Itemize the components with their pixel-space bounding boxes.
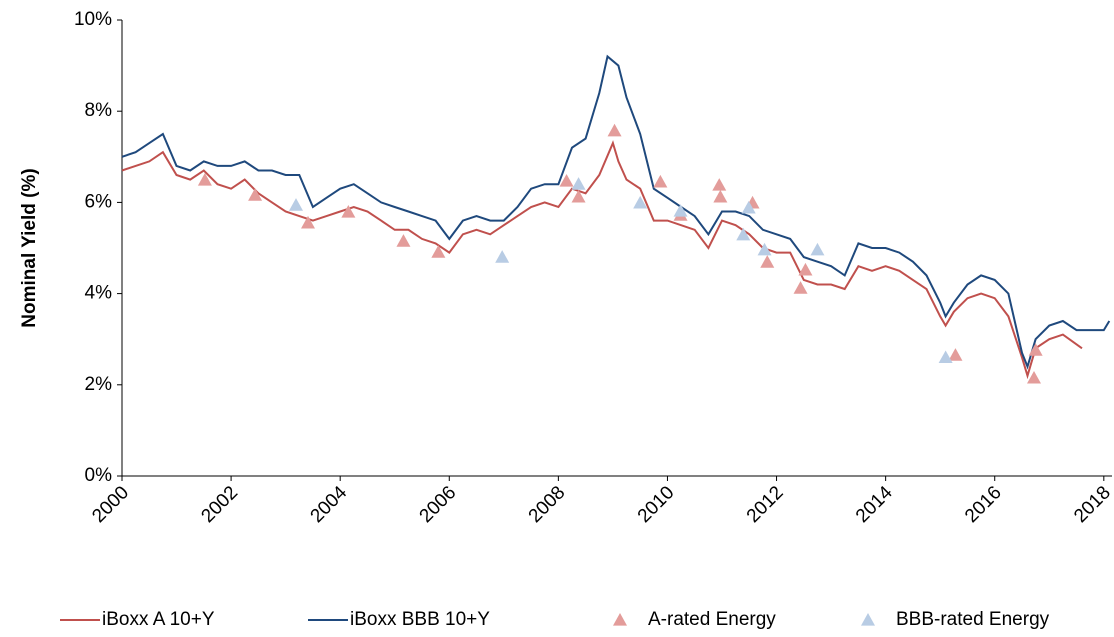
scatter-point [653,174,668,188]
scatter-point [571,189,586,203]
scatter-point [495,250,510,263]
x-tick-label: 2014 [852,482,897,527]
x-tick-label: 2002 [197,482,242,527]
y-axis-title: Nominal Yield (%) [19,168,40,327]
legend-swatch [861,613,875,626]
scatter-point [1028,343,1043,356]
x-tick-label: 2004 [307,482,352,527]
scatter-point [938,350,953,364]
scatter-point [248,188,263,201]
y-tick-label: 6% [85,191,113,212]
y-tick-label: 0% [85,465,113,486]
scatter-point [607,123,622,137]
scatter-point [633,195,648,209]
y-tick-label: 10% [74,9,112,30]
x-tick-label: 2010 [634,482,679,527]
scatter-point [559,173,574,187]
x-tick-label: 2000 [88,482,133,527]
scatter-point [793,281,808,294]
scatter-point [301,215,315,229]
scatter-point [289,198,303,211]
scatter-point [1027,370,1041,384]
scatter-point [431,245,446,258]
scatter-point [712,178,727,191]
scatter-point [571,177,586,190]
scatter-point [341,204,356,218]
x-tick-label: 2006 [416,482,461,527]
scatter-point [396,234,411,247]
legend-swatch [613,613,627,626]
scatter-point [810,242,825,256]
scatter-point [713,189,728,203]
y-tick-label: 4% [85,283,113,304]
scatter-point [673,204,688,217]
x-tick-label: 2008 [525,482,570,527]
x-tick-label: 2018 [1070,482,1114,527]
legend-label: A-rated Energy [648,609,776,630]
legend-label: iBoxx BBB 10+Y [350,609,490,630]
scatter-point [798,262,813,276]
scatter-point [736,227,751,241]
y-tick-label: 8% [85,100,113,121]
y-tick-label: 2% [85,374,113,395]
line-series [121,140,1083,380]
x-tick-label: 2016 [961,482,1006,527]
scatter-point [741,200,756,214]
scatter-point [757,242,772,256]
legend-label: iBoxx A 10+Y [102,609,215,630]
scatter-point [948,348,963,361]
scatter-point [197,173,212,186]
x-tick-label: 2012 [743,482,788,527]
line-series [121,54,1111,370]
scatter-point [760,255,775,268]
legend-label: BBB-rated Energy [896,609,1050,630]
